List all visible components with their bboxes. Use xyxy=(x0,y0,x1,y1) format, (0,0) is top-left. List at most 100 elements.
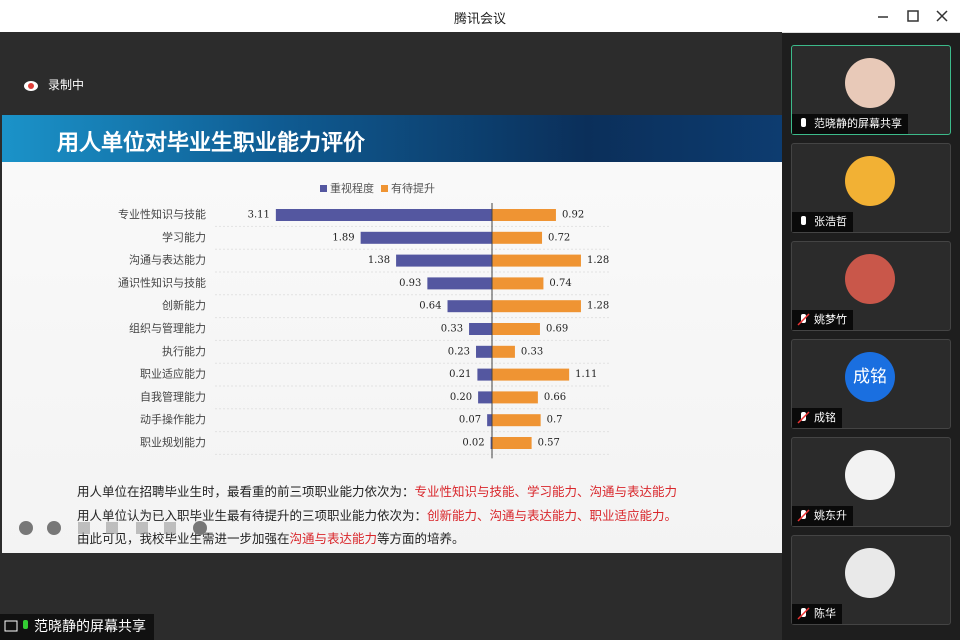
category-label: 自我管理能力 xyxy=(140,389,206,403)
bar xyxy=(492,231,543,244)
bar xyxy=(492,345,515,358)
legend-label: 有待提升 xyxy=(391,181,435,195)
value-label: 0.57 xyxy=(538,438,560,449)
value-label: 0.02 xyxy=(462,438,484,449)
mic-muted xyxy=(797,607,810,620)
avatar xyxy=(845,548,895,598)
bar xyxy=(396,254,492,267)
value-label: 0.64 xyxy=(419,301,441,312)
text-line: 由此可见，我校毕业生需进一步加强在沟通与表达能力等方面的培养。 xyxy=(77,528,465,547)
value-label: 0.21 xyxy=(449,369,471,380)
window-title: 腾讯会议 xyxy=(453,12,506,27)
participant-name: 范晓静的屏幕共享 xyxy=(792,114,908,134)
bar xyxy=(492,414,541,427)
value-label: 0.23 xyxy=(448,346,470,357)
value-label: 0.33 xyxy=(441,324,463,335)
bar xyxy=(476,345,492,358)
bar xyxy=(492,254,581,267)
legend-label: 重视程度 xyxy=(330,181,374,195)
value-label: 1.89 xyxy=(332,232,354,243)
mic-muted xyxy=(797,509,810,522)
value-label: 0.66 xyxy=(544,392,566,403)
recording-label: 录制中 xyxy=(48,78,85,92)
value-label: 1.28 xyxy=(587,301,609,312)
bar xyxy=(360,231,492,244)
category-label: 学习能力 xyxy=(162,230,206,244)
text-segment: 专业性知识与技能、学习能力、沟通与表达能力 xyxy=(414,484,678,499)
slide-title: 用人单位对毕业生职业能力评价 xyxy=(57,131,366,156)
value-label: 0.74 xyxy=(549,278,571,289)
mic-body xyxy=(801,216,806,225)
value-label: 0.33 xyxy=(521,346,543,357)
participant-tile[interactable]: 范晓静的屏幕共享 xyxy=(791,45,951,135)
bar xyxy=(487,414,492,427)
bar xyxy=(490,437,492,449)
bar xyxy=(447,300,492,313)
text-line: 用人单位在招聘毕业生时，最看重的前三项职业能力依次为：专业性知识与技能、学习能力… xyxy=(77,481,677,500)
value-label: 0.72 xyxy=(548,232,570,243)
avatar xyxy=(845,450,895,500)
category-label: 创新能力 xyxy=(162,298,206,312)
mic-body xyxy=(801,118,806,127)
value-label: 1.38 xyxy=(368,255,390,266)
value-label: 0.20 xyxy=(450,392,472,403)
avatar xyxy=(845,254,895,304)
record-icon xyxy=(24,81,38,91)
slide-toolbar[interactable] xyxy=(16,518,216,538)
bar xyxy=(492,368,570,381)
slide-banner xyxy=(2,115,782,162)
value-label: 0.07 xyxy=(459,415,481,426)
category-label: 动手操作能力 xyxy=(140,412,206,426)
value-label: 1.28 xyxy=(587,255,609,266)
value-label: 0.93 xyxy=(399,278,421,289)
bar xyxy=(275,209,492,221)
window-controls[interactable] xyxy=(870,6,956,26)
bar xyxy=(478,391,492,404)
bar xyxy=(469,323,492,335)
bar xyxy=(427,277,492,290)
text-segment: 由此可见，我校毕业生需进一步加强在 xyxy=(77,531,290,546)
category-label: 沟通与表达能力 xyxy=(129,253,206,267)
participant-tile[interactable]: 张浩哲 xyxy=(791,143,951,233)
share-icons xyxy=(4,620,28,632)
text-segment: 等方面的培养。 xyxy=(377,531,465,546)
mic-muted xyxy=(797,313,810,326)
mic-icon xyxy=(801,216,806,225)
category-label: 执行能力 xyxy=(162,344,206,358)
participant-tile[interactable]: 陈华 xyxy=(791,535,951,625)
bar xyxy=(492,277,544,290)
avatar xyxy=(845,58,895,108)
mic-icon xyxy=(801,118,806,127)
bar xyxy=(492,391,538,404)
value-label: 1.11 xyxy=(575,369,597,380)
category-label: 职业规划能力 xyxy=(140,435,206,449)
bar xyxy=(492,323,540,335)
participant-tile[interactable]: 成铭 成铭 xyxy=(791,339,951,429)
avatar xyxy=(845,156,895,206)
legend-swatch xyxy=(381,185,388,192)
bar xyxy=(492,300,581,313)
mic-icon xyxy=(797,313,810,326)
bar xyxy=(492,209,556,221)
mic-icon xyxy=(797,509,810,522)
mic-muted xyxy=(797,411,810,424)
share-label: 范晓静的屏幕共享 xyxy=(0,614,154,640)
value-label: 0.69 xyxy=(546,324,568,335)
value-label: 0.7 xyxy=(547,415,563,426)
bar xyxy=(492,437,532,449)
text-line: 用人单位认为已入职毕业生最有待提升的三项职业能力依次为：创新能力、沟通与表达能力… xyxy=(77,505,677,524)
value-label: 3.11 xyxy=(248,210,270,221)
participant-tile[interactable]: 姚梦竹 xyxy=(791,241,951,331)
value-label: 0.92 xyxy=(562,210,584,221)
text-segment: 用人单位在招聘毕业生时，最看重的前三项职业能力依次为： xyxy=(77,484,415,499)
bar xyxy=(477,368,492,381)
slide xyxy=(2,115,782,553)
text-segment: 用人单位认为已入职毕业生最有待提升的三项职业能力依次为： xyxy=(77,507,428,523)
category-label: 专业性知识与技能 xyxy=(118,207,206,221)
avatar: 成铭 xyxy=(845,352,895,402)
text-segment: 创新能力、沟通与表达能力、职业适应能力。 xyxy=(427,507,678,523)
category-label: 职业适应能力 xyxy=(140,367,206,381)
participant-tile[interactable]: 姚东升 xyxy=(791,437,951,527)
category-label: 组织与管理能力 xyxy=(129,321,206,335)
